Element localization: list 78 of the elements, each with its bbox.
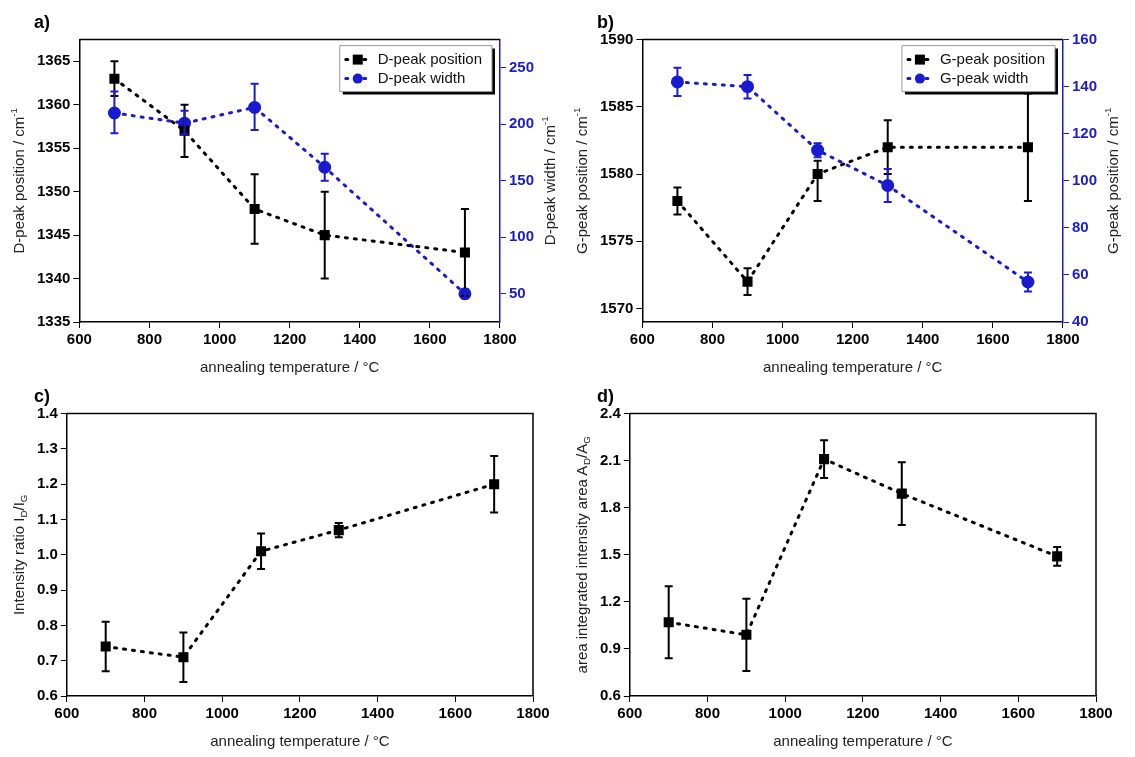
- x-tick-label: 600: [617, 704, 643, 722]
- legend-label: G-peak width: [939, 68, 1029, 86]
- x-tick-label: 1400: [923, 704, 958, 722]
- x-tick-label: 800: [132, 704, 158, 722]
- y-tick-label: 0.8: [36, 615, 58, 633]
- x-tick-label: 1400: [906, 330, 940, 348]
- y-tick-label: 1.5: [599, 544, 621, 562]
- x-tick-label: 1600: [413, 330, 447, 348]
- x-axis-title: annealing temperature / °C: [762, 358, 943, 376]
- x-tick-label: 1400: [360, 704, 395, 722]
- y-tick-label: 1350: [36, 181, 71, 199]
- y-tick-label: 1.1: [36, 509, 58, 527]
- y-tick-label: 1365: [36, 51, 71, 69]
- y2-tick-label: 50: [508, 283, 526, 301]
- y2-axis-title: G-peak position / cm-1: [1102, 107, 1122, 254]
- y-tick-label: 1585: [599, 96, 634, 114]
- y2-tick-label: 60: [1071, 265, 1089, 283]
- x-tick-label: 1200: [272, 330, 307, 348]
- y-tick-label: 0.9: [36, 580, 58, 598]
- legend-label: G-peak position: [939, 49, 1045, 67]
- x-tick-label: 600: [54, 704, 80, 722]
- y-tick-label: 1345: [36, 225, 71, 243]
- y-tick-label: 1.0: [36, 544, 58, 562]
- legend-label: D-peak position: [377, 49, 482, 67]
- y2-tick-label: 140: [1071, 76, 1097, 94]
- y-tick-label: 0.7: [36, 650, 58, 668]
- y2-tick-label: 120: [1071, 123, 1097, 141]
- y2-tick-label: 80: [1071, 218, 1089, 236]
- legend-label: D-peak width: [377, 68, 466, 86]
- x-tick-label: 800: [699, 330, 725, 348]
- y-tick-label: 1575: [599, 231, 634, 249]
- y-tick-label: 0.6: [599, 686, 621, 704]
- y-tick-label: 2.1: [599, 450, 621, 468]
- y-tick-label: 1360: [36, 94, 71, 112]
- x-tick-label: 800: [136, 330, 162, 348]
- y-tick-label: 1.3: [36, 439, 58, 457]
- x-axis-title: annealing temperature / °C: [773, 732, 953, 750]
- y-tick-label: 1335: [36, 312, 71, 330]
- x-tick-label: 1400: [343, 330, 377, 348]
- y2-tick-label: 40: [1071, 312, 1089, 330]
- x-tick-label: 600: [629, 330, 655, 348]
- y-tick-label: 1580: [599, 164, 634, 182]
- x-tick-label: 1600: [1001, 704, 1035, 722]
- y-tick-label: 0.6: [36, 686, 58, 704]
- y-tick-label: 1340: [36, 268, 71, 286]
- x-tick-label: 1000: [768, 704, 802, 722]
- x-tick-label: 1800: [1046, 330, 1080, 348]
- x-tick-label: 1800: [516, 704, 550, 722]
- y-tick-label: 1355: [36, 138, 71, 156]
- x-tick-label: 1000: [202, 330, 237, 348]
- x-tick-label: 1800: [1079, 704, 1113, 722]
- y-tick-label: 1.2: [599, 592, 621, 610]
- x-tick-label: 1600: [976, 330, 1010, 348]
- y2-tick-label: 100: [508, 227, 534, 245]
- y-axis-title: D-peak position / cm-1: [8, 108, 28, 254]
- y-tick-label: 1570: [599, 298, 634, 316]
- y2-tick-label: 200: [508, 114, 534, 132]
- x-axis-title: annealing temperature / °C: [210, 732, 390, 750]
- y-tick-label: 0.9: [599, 639, 621, 657]
- x-axis-title: annealing temperature / °C: [199, 358, 380, 376]
- y-tick-label: 1.8: [599, 497, 621, 515]
- x-tick-label: 1200: [835, 330, 870, 348]
- y-tick-label: 1.2: [36, 474, 58, 492]
- y-axis-title: G-peak position / cm-1: [571, 107, 591, 254]
- x-tick-label: 1000: [205, 704, 239, 722]
- x-tick-label: 1800: [483, 330, 517, 348]
- x-tick-label: 1200: [846, 704, 880, 722]
- x-tick-label: 1600: [438, 704, 472, 722]
- chart-title: a): [34, 11, 51, 32]
- y2-tick-label: 160: [1071, 29, 1097, 47]
- y2-tick-label: 100: [1071, 170, 1097, 188]
- y2-axis-title: D-peak width / cm-1: [539, 116, 559, 246]
- x-tick-label: 1200: [283, 704, 317, 722]
- y2-tick-label: 150: [508, 170, 534, 188]
- y2-tick-label: 250: [508, 57, 534, 75]
- x-tick-label: 800: [695, 704, 721, 722]
- x-tick-label: 600: [66, 330, 92, 348]
- x-tick-label: 1000: [765, 330, 800, 348]
